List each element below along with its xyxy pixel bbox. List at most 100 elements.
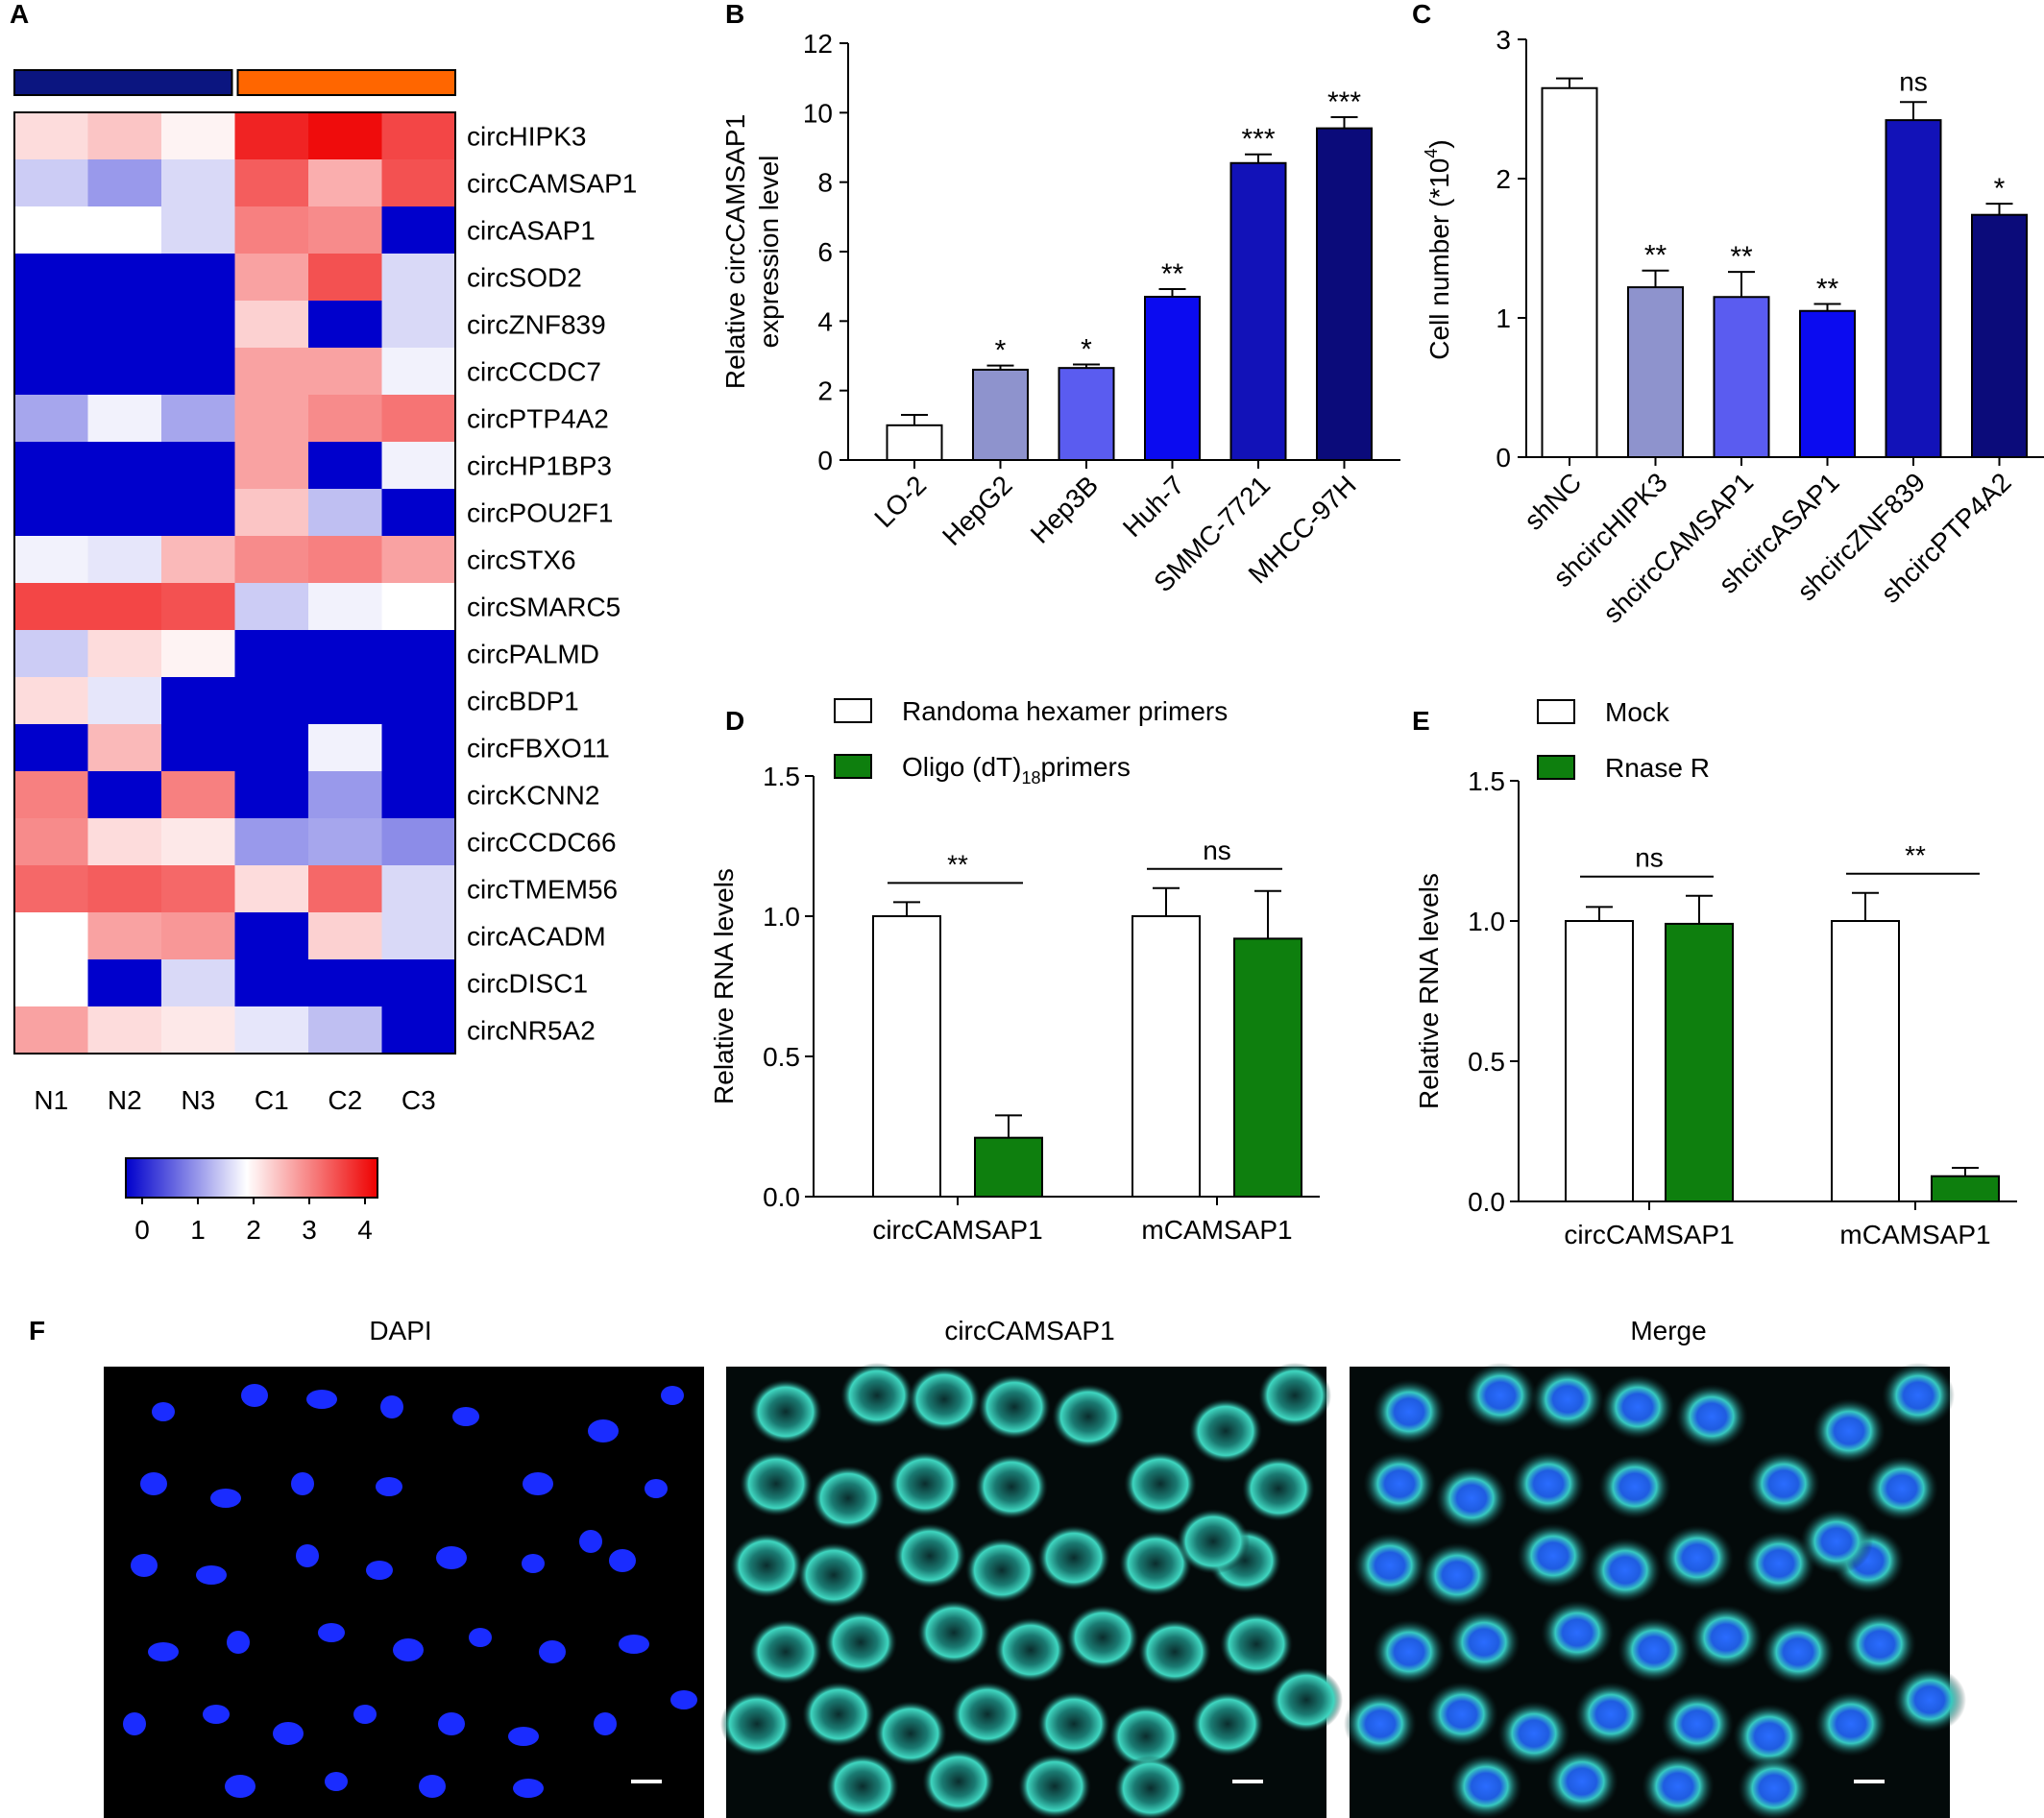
heatmap-cell [381, 771, 456, 819]
colorbar-tick-label: 0 [134, 1215, 150, 1245]
significance-label: ** [1644, 240, 1667, 272]
bar [1831, 920, 1900, 1202]
y-tick-label: 1.0 [1468, 907, 1505, 936]
nucleus [579, 1530, 602, 1553]
y-tick-label: 8 [817, 168, 833, 198]
heatmap-row-label: circNR5A2 [467, 1016, 596, 1046]
heatmap-cell [381, 865, 456, 913]
nucleus [539, 1640, 566, 1663]
bar [1971, 213, 2028, 458]
heatmap-cell [381, 724, 456, 772]
cell [1220, 1612, 1293, 1677]
cell [1742, 1531, 1815, 1596]
bar [1541, 86, 1598, 458]
heatmap-row-label: circDISC1 [467, 969, 588, 999]
heatmap-cell [234, 301, 309, 349]
heatmap-cell [161, 583, 235, 631]
heatmap-cell [234, 254, 309, 302]
y-tick-label: 0.5 [1468, 1047, 1505, 1077]
x-tick-label: mCAMSAP1 [1141, 1215, 1292, 1245]
nucleus [353, 1705, 377, 1724]
heatmap-cell [87, 630, 162, 678]
nucleus [376, 1477, 402, 1496]
heatmap-cell [161, 959, 235, 1007]
heatmap-row-label: circPTP4A2 [467, 404, 609, 434]
cell [1690, 1605, 1763, 1670]
heatmap-cell [14, 489, 88, 537]
heatmap-cell [161, 818, 235, 866]
bar [1627, 286, 1684, 458]
cell [1363, 1451, 1436, 1516]
cell [994, 1617, 1067, 1683]
nucleus [645, 1479, 668, 1498]
significance-label: ** [947, 849, 968, 879]
cell [1882, 1363, 1955, 1428]
y-tick-label: 0.5 [763, 1042, 800, 1072]
nucleus [436, 1546, 467, 1569]
heatmap-cell [87, 301, 162, 349]
cell [1661, 1525, 1734, 1590]
nucleus [196, 1565, 227, 1585]
heatmap-cell [234, 1006, 309, 1054]
heatmap-cell [14, 254, 88, 302]
x-tick-label: HepG2 [937, 470, 1018, 551]
cell [840, 1363, 913, 1428]
significance-label: ns [1899, 66, 1928, 96]
cell [1435, 1466, 1508, 1531]
panel-letter-a: A [10, 0, 29, 29]
cell [1642, 1754, 1715, 1818]
circcamsap1-scale-bar [1232, 1780, 1263, 1783]
heatmap-cell [87, 912, 162, 960]
y-tick-label: 1.5 [763, 762, 800, 791]
significance-label: * [1081, 334, 1092, 366]
cell [1177, 1509, 1250, 1574]
heatmap-cell [87, 677, 162, 725]
heatmap-border [13, 111, 456, 1054]
heatmap-cell [234, 348, 309, 396]
heatmap-row-label: circHIPK3 [467, 122, 586, 152]
y-axis-label-text: Cell number (*10 [1424, 158, 1454, 360]
y-tick-label: 0 [1496, 443, 1511, 473]
nucleus [419, 1775, 446, 1798]
heatmap-cell [308, 912, 382, 960]
heatmap-cell [234, 865, 309, 913]
cell [1242, 1456, 1315, 1521]
cell [1066, 1605, 1139, 1670]
legend-label-text: Rnase R [1605, 753, 1710, 783]
bar [1144, 296, 1201, 461]
heatmap-cell [87, 442, 162, 490]
nucleus [210, 1489, 241, 1508]
bar [1931, 1175, 2000, 1202]
y-tick-label: 3 [1496, 25, 1511, 55]
cell [965, 1538, 1038, 1603]
heatmap-cell [161, 912, 235, 960]
heatmap-row-label: circSTX6 [467, 545, 576, 575]
heatmap-cell [234, 583, 309, 631]
heatmap-cell [381, 677, 456, 725]
colorbar-tick-label: 1 [190, 1215, 206, 1245]
colorbar [125, 1157, 378, 1199]
heatmap-cell [308, 206, 382, 255]
heatmap-cell [87, 959, 162, 1007]
significance-label: * [1994, 173, 2006, 205]
y-tick-label: 10 [803, 98, 833, 128]
bar [886, 424, 943, 462]
legend-label-end: primers [1041, 752, 1131, 782]
heatmap-cell [234, 818, 309, 866]
cell [1119, 1531, 1192, 1596]
heatmap-cell [308, 630, 382, 678]
cell [824, 1610, 897, 1675]
heatmap-cell [14, 206, 88, 255]
heatmap-cell [87, 583, 162, 631]
rnase-rna-levels-chart: 0.0 0.5 1.0 1.5 Relative RNA levels ns circCAM… [1414, 697, 2017, 1249]
nucleus [609, 1549, 636, 1572]
colorbar-tick-label: 3 [302, 1215, 317, 1245]
heatmap-cell [87, 771, 162, 819]
cell [1531, 1367, 1604, 1432]
heatmap-row-label: circHP1BP3 [467, 451, 612, 481]
heatmap-column-label: C2 [328, 1085, 362, 1115]
cell [1448, 1610, 1521, 1675]
merge-cells [1344, 1363, 1966, 1818]
heatmap-cell [161, 1006, 235, 1054]
heatmap-cell [308, 677, 382, 725]
